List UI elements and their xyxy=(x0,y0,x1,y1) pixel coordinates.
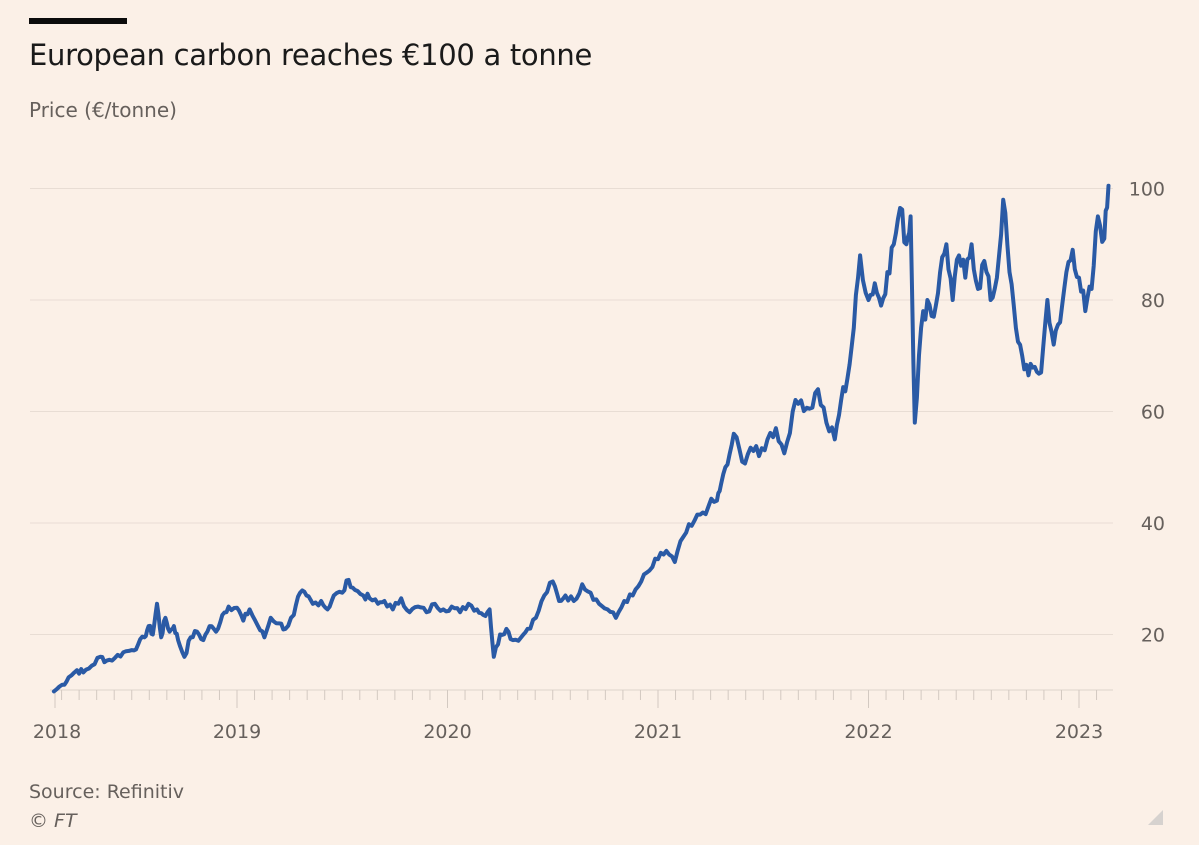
gridlines xyxy=(30,188,1113,635)
y-tick-label: 100 xyxy=(1129,179,1165,201)
copyright-note: © FT xyxy=(29,810,77,832)
y-tick-label: 20 xyxy=(1141,625,1165,647)
chart-title: European carbon reaches €100 a tonne xyxy=(29,38,593,72)
x-tick-label: 2019 xyxy=(213,721,261,743)
y-tick-label: 60 xyxy=(1141,402,1165,424)
series-layer xyxy=(51,183,1111,694)
y-tick-label: 80 xyxy=(1141,290,1165,312)
x-tick-label: 2021 xyxy=(634,721,682,743)
resize-handle-icon[interactable] xyxy=(1148,810,1163,825)
chart-subtitle: Price (€/tonne) xyxy=(29,98,177,122)
x-axis: 2018 2019 2020 2021 2022 2023 xyxy=(33,689,1113,743)
y-axis: 20 40 60 80 100 xyxy=(1129,179,1165,647)
x-tick-label: 2020 xyxy=(423,721,471,743)
y-tick-label: 40 xyxy=(1141,513,1165,535)
source-note: Source: Refinitiv xyxy=(29,781,184,803)
x-tick-label: 2018 xyxy=(33,721,81,743)
x-tick-label: 2023 xyxy=(1055,721,1103,743)
ft-accent-bar xyxy=(29,18,127,24)
x-tick-label: 2022 xyxy=(844,721,892,743)
series-line-carbon-price xyxy=(51,183,1111,694)
